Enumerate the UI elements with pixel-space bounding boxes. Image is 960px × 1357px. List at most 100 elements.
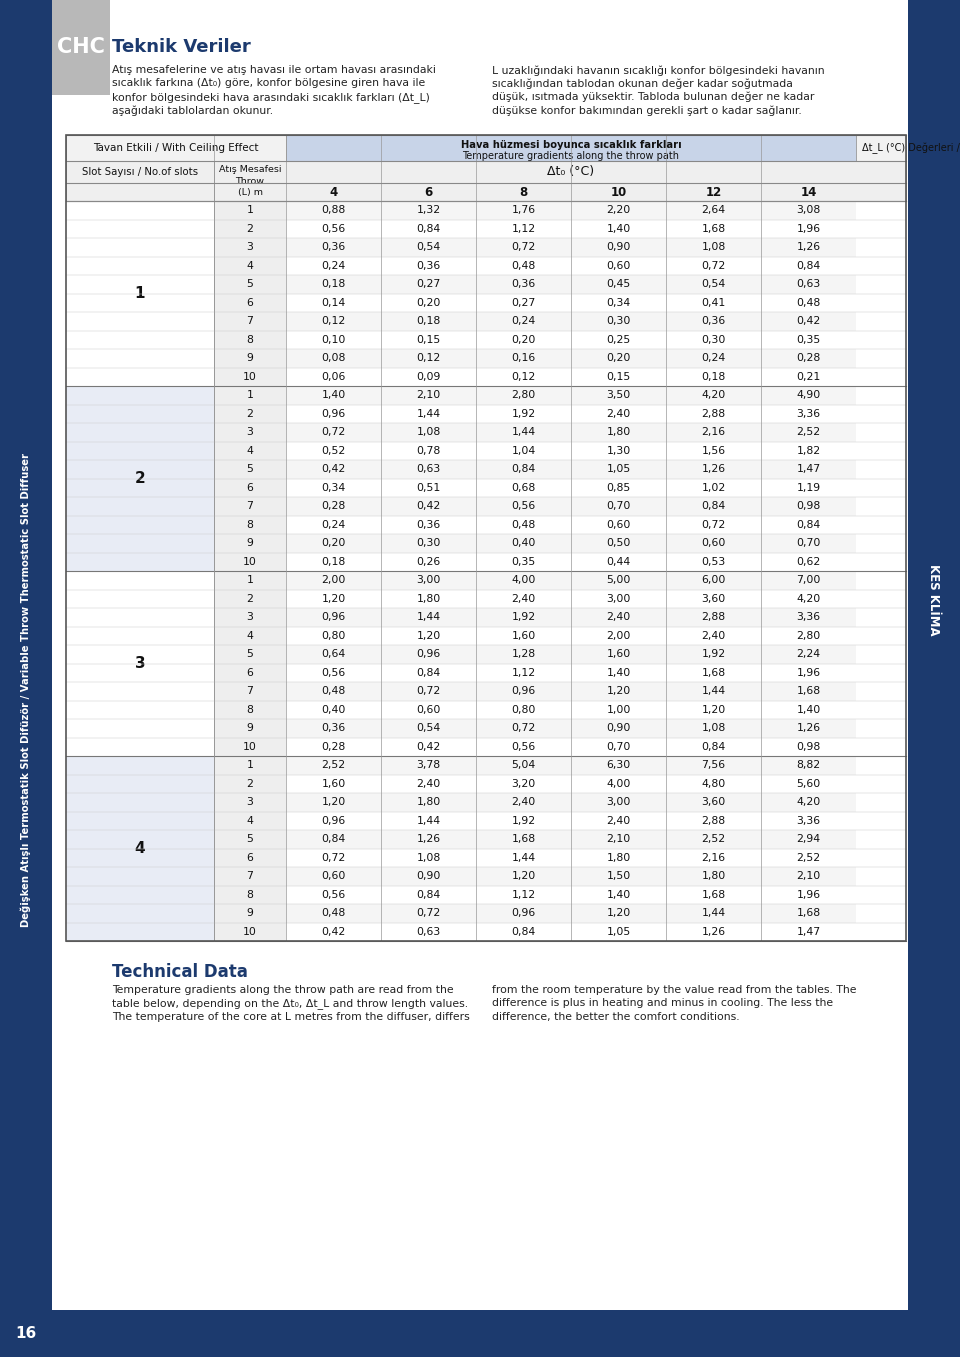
Text: 14: 14 (801, 186, 817, 198)
Bar (214, 404, 286, 423)
Text: 12: 12 (706, 186, 722, 198)
Text: 2,40: 2,40 (607, 408, 631, 419)
Text: 0,72: 0,72 (417, 687, 441, 696)
Text: 0,09: 0,09 (417, 372, 441, 381)
Bar (571, 886, 666, 904)
Bar (476, 811, 571, 830)
Bar (286, 460, 381, 479)
Text: 0,84: 0,84 (797, 520, 821, 529)
Bar (286, 220, 381, 237)
Text: 0,72: 0,72 (322, 852, 346, 863)
Bar (214, 664, 286, 683)
Text: 0,48: 0,48 (512, 520, 536, 529)
Bar (761, 923, 856, 940)
Bar (761, 571, 856, 589)
Bar (381, 737, 476, 756)
Bar (52, 0, 908, 1310)
Text: 0,70: 0,70 (607, 501, 631, 512)
Bar (381, 589, 476, 608)
Text: 1,44: 1,44 (417, 408, 441, 419)
Bar (214, 385, 286, 404)
Bar (571, 756, 666, 775)
Bar (286, 904, 381, 923)
Bar (381, 368, 476, 385)
Text: 2,64: 2,64 (702, 205, 726, 216)
Bar (286, 830, 381, 848)
Bar (571, 848, 666, 867)
Text: 0,42: 0,42 (322, 927, 346, 936)
Bar (214, 293, 286, 312)
Bar (476, 552, 571, 571)
Bar (761, 237, 856, 256)
Bar (761, 867, 856, 886)
Text: 7,00: 7,00 (796, 575, 821, 585)
Bar (476, 756, 571, 775)
Text: 4,00: 4,00 (607, 779, 631, 788)
Text: 0,84: 0,84 (797, 261, 821, 271)
Bar (286, 552, 381, 571)
Text: 0,84: 0,84 (512, 464, 536, 474)
Text: 1,26: 1,26 (702, 464, 726, 474)
Text: 5: 5 (247, 280, 253, 289)
Text: 1,47: 1,47 (797, 464, 821, 474)
Bar (476, 293, 571, 312)
Text: 0,80: 0,80 (322, 631, 346, 641)
Bar (571, 460, 666, 479)
Bar (286, 627, 381, 645)
Text: 1,26: 1,26 (797, 243, 821, 252)
Bar (666, 700, 761, 719)
Bar (476, 368, 571, 385)
Bar (214, 460, 286, 479)
Bar (666, 923, 761, 940)
Bar (571, 645, 666, 664)
Bar (666, 441, 761, 460)
Text: 0,48: 0,48 (512, 261, 536, 271)
Bar (761, 535, 856, 552)
Bar (571, 535, 666, 552)
Text: Temperature gradients along the throw path are read from the: Temperature gradients along the throw pa… (112, 985, 454, 995)
Bar (214, 886, 286, 904)
Bar (381, 700, 476, 719)
Bar (761, 349, 856, 368)
Bar (286, 737, 381, 756)
Bar (666, 275, 761, 293)
Text: 2,80: 2,80 (797, 631, 821, 641)
Bar (571, 608, 666, 627)
Text: Hava hüzmesi boyunca sıcaklık farkları: Hava hüzmesi boyunca sıcaklık farkları (461, 140, 682, 151)
Bar (666, 256, 761, 275)
Bar (476, 700, 571, 719)
Bar (666, 737, 761, 756)
Text: 4,20: 4,20 (797, 594, 821, 604)
Text: Tavan Etkili / With Ceiling Effect: Tavan Etkili / With Ceiling Effect (93, 142, 259, 153)
Bar (214, 923, 286, 940)
Bar (761, 627, 856, 645)
Bar (476, 404, 571, 423)
Text: 4: 4 (329, 186, 338, 198)
Text: 0,62: 0,62 (797, 556, 821, 567)
Text: 4: 4 (247, 445, 253, 456)
Bar (381, 349, 476, 368)
Text: 1,20: 1,20 (607, 908, 631, 919)
Bar (571, 589, 666, 608)
Bar (214, 312, 286, 331)
Bar (66, 161, 906, 183)
Text: 0,84: 0,84 (417, 890, 441, 900)
Text: 1: 1 (247, 391, 253, 400)
Bar (666, 645, 761, 664)
Text: 0,36: 0,36 (512, 280, 536, 289)
Text: 0,28: 0,28 (797, 353, 821, 364)
Text: 0,25: 0,25 (607, 335, 631, 345)
Text: 0,96: 0,96 (322, 816, 346, 826)
Text: 10: 10 (243, 556, 257, 567)
Text: 3,78: 3,78 (417, 760, 441, 771)
Bar (666, 775, 761, 792)
Bar (571, 385, 666, 404)
Text: 3: 3 (247, 427, 253, 437)
Bar (66, 201, 214, 385)
Bar (286, 589, 381, 608)
Bar (571, 775, 666, 792)
Text: 0,36: 0,36 (702, 316, 726, 326)
Text: 3,00: 3,00 (607, 798, 631, 807)
Text: 8: 8 (247, 335, 253, 345)
Bar (214, 535, 286, 552)
